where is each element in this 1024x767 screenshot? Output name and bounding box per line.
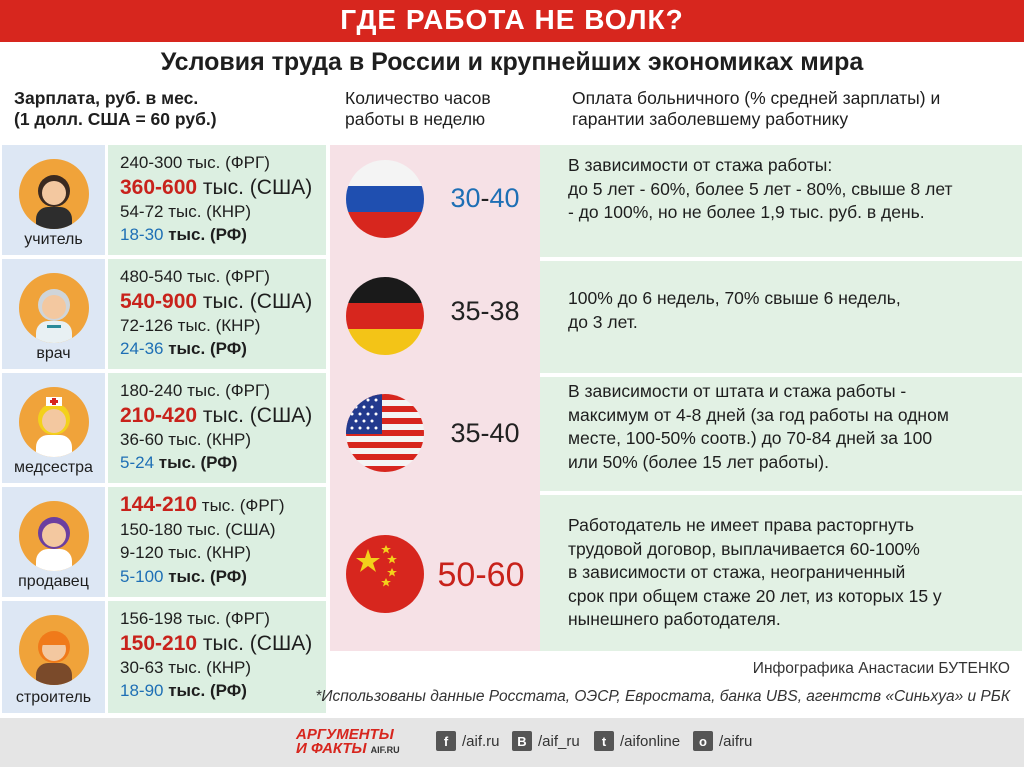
data-sources-note: *Использованы данные Росстата, ОЭСР, Евр… xyxy=(315,688,1010,705)
header-banner xyxy=(0,0,1024,42)
salary-rf: 24-36 тыс. (РФ) xyxy=(120,339,247,358)
profession-cell-doctor: врач xyxy=(2,259,105,369)
profession-label: продавец xyxy=(18,573,89,590)
sick-pay-china: Работодатель не имеет права расторгнуть … xyxy=(568,515,942,629)
twitter-link[interactable]: t /aifonline xyxy=(594,731,680,751)
hours-usa: 35-40 xyxy=(450,418,520,448)
page-title: ГДЕ РАБОТА НЕ ВОЛК? xyxy=(340,4,684,35)
salary-frg: 144-210 тыс. (ФРГ) xyxy=(120,493,285,516)
hours-russia: 30-40 xyxy=(450,183,520,213)
page-subtitle: Условия труда в России и крупнейших экон… xyxy=(160,48,864,76)
sick-pay-germany: 100% до 6 недель, 70% свыше 6 недель, до… xyxy=(568,288,901,332)
aif-logo[interactable]: АРГУМЕНТЫ И ФАКТЫ AIF.RU xyxy=(296,726,400,757)
profession-label: строитель xyxy=(15,689,92,706)
country-row-china xyxy=(540,495,1022,651)
nurse-avatar-icon xyxy=(19,387,89,457)
china-flag-icon xyxy=(346,535,424,613)
salary-frg: 240-300 тыс. (ФРГ) xyxy=(120,153,270,172)
germany-flag-icon xyxy=(346,277,424,355)
salary-usa: 540-900 тыс. (США) xyxy=(120,289,313,313)
russia-flag-icon xyxy=(346,160,424,238)
salary-rf: 18-30 тыс. (РФ) xyxy=(120,225,247,244)
country-row-russia xyxy=(540,145,1022,257)
facebook-link[interactable]: f /aif.ru xyxy=(436,731,500,751)
salary-frg: 180-240 тыс. (ФРГ) xyxy=(120,381,270,400)
hours-china: 50-60 xyxy=(437,556,525,594)
country-row-germany xyxy=(540,261,1022,373)
salary-frg: 480-540 тыс. (ФРГ) xyxy=(120,267,270,286)
doctor-avatar-icon xyxy=(19,273,89,343)
salary-column-header: Зарплата, руб. в мес. (1 долл. США = 60 … xyxy=(14,88,217,129)
profession-cell-nurse: медсестра xyxy=(2,373,105,483)
salary-rf: 5-24 тыс. (РФ) xyxy=(120,453,238,472)
seller-avatar-icon xyxy=(19,501,89,571)
odnoklassniki-link[interactable]: o /aifru xyxy=(693,731,752,751)
salary-cell-teacher: 240-300 тыс. (ФРГ) 360-600 тыс. (США) 54-7… xyxy=(108,145,326,255)
salary-knr: 36-60 тыс. (КНР) xyxy=(120,429,251,449)
salary-cell-doctor: 480-540 тыс. (ФРГ) 540-900 тыс. (США) 72-1… xyxy=(108,259,326,369)
salary-knr: 72-126 тыс. (КНР) xyxy=(120,315,261,335)
infographic-credit: Инфографика Анастасии БУТЕНКО xyxy=(752,660,1010,677)
sick-pay-column-header: Оплата больничного (% средней зарплаты) … xyxy=(572,88,941,129)
twitter-icon: t xyxy=(594,731,614,751)
odnoklassniki-icon: o xyxy=(693,731,713,751)
usa-flag-icon xyxy=(346,394,424,472)
salary-rf: 18-90 тыс. (РФ) xyxy=(120,681,247,700)
salary-usa: 210-420 тыс. (США) xyxy=(120,403,313,427)
footer: АРГУМЕНТЫ И ФАКТЫ AIF.RU f /aif.ru B /ai… xyxy=(0,718,1024,767)
teacher-avatar-icon xyxy=(19,159,89,229)
salary-usa: 150-210 тыс. (США) xyxy=(120,631,313,655)
vk-icon: B xyxy=(512,731,532,751)
salary-knr: 54-72 тыс. (КНР) xyxy=(120,201,251,221)
country-row-usa xyxy=(540,377,1022,491)
profession-cell-teacher: учитель xyxy=(2,145,105,255)
salary-frg: 156-198 тыс. (ФРГ) xyxy=(120,609,270,628)
salary-cell-nurse: 180-240 тыс. (ФРГ) 210-420 тыс. (США) 36-6… xyxy=(108,373,326,483)
salary-usa: 360-600 тыс. (США) xyxy=(120,175,313,199)
facebook-icon: f xyxy=(436,731,456,751)
sick-pay-russia: В зависимости от стажа работы: до 5 лет … xyxy=(568,155,953,222)
profession-label: врач xyxy=(36,345,71,362)
builder-avatar-icon xyxy=(19,615,89,685)
profession-cell-builder: строитель xyxy=(2,601,105,713)
hours-column-header: Количество часов работы в неделю xyxy=(345,88,491,129)
profession-label: медсестра xyxy=(14,459,93,476)
profession-label: учитель xyxy=(24,231,83,248)
salary-cell-builder: 156-198 тыс. (ФРГ) 150-210 тыс. (США) 30-6… xyxy=(108,601,326,713)
hours-germany: 35-38 xyxy=(450,296,520,326)
salary-knr: 30-63 тыс. (КНР) xyxy=(120,657,251,677)
salary-rf: 5-100 тыс. (РФ) xyxy=(120,566,247,586)
salary-usa: 150-180 тыс. (США) xyxy=(120,519,276,539)
vk-link[interactable]: B /aif_ru xyxy=(512,731,580,751)
sick-pay-usa: В зависимости от штата и стажа работы - … xyxy=(568,381,949,472)
profession-cell-seller: продавец xyxy=(2,487,105,597)
salary-knr: 9-120 тыс. (КНР) xyxy=(120,543,251,562)
salary-cell-seller: 144-210 тыс. (ФРГ) 150-180 тыс. (США) 9-12… xyxy=(108,487,326,597)
